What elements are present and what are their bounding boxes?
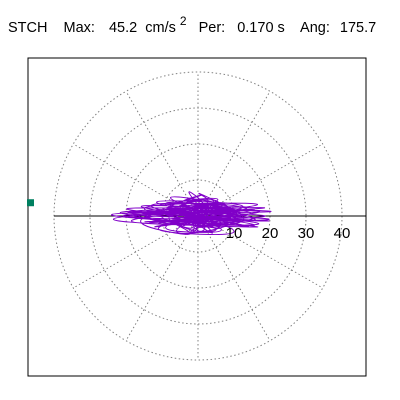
grid-spoke-11 xyxy=(197,215,271,341)
orbit-trace-1 xyxy=(111,191,272,236)
radial-tick-labels: 10 20 30 40 xyxy=(226,225,351,242)
grid-spoke-5 xyxy=(125,91,199,217)
peak-angle-marker xyxy=(27,199,34,207)
period-label: Per: xyxy=(199,20,226,36)
radial-tick-label-10: 10 xyxy=(226,225,243,242)
angle-label: Ang: xyxy=(300,20,330,36)
radial-tick-label-20: 20 xyxy=(262,225,279,242)
orbit-trace-group xyxy=(111,191,272,236)
max-unit: cm/s xyxy=(145,20,176,36)
max-value: 45.2 xyxy=(109,20,137,36)
max-unit-exponent: 2 xyxy=(180,14,187,28)
grid-spoke-3 xyxy=(197,91,271,217)
station-code: STCH xyxy=(8,20,47,36)
grid-spoke-9 xyxy=(125,215,199,341)
angle-value: 175.7 xyxy=(340,20,376,36)
radial-tick-label-40: 40 xyxy=(334,225,351,242)
peak-marker-group xyxy=(27,199,34,207)
polar-grid xyxy=(53,71,343,361)
max-label: Max: xyxy=(64,20,95,36)
radial-tick-label-30: 30 xyxy=(298,225,315,242)
grid-spoke-8 xyxy=(73,215,199,289)
header-line: STCH Max: 45.2 cm/s 2 Per: 0.170 s Ang: … xyxy=(8,13,376,36)
period-value: 0.170 s xyxy=(237,20,285,36)
